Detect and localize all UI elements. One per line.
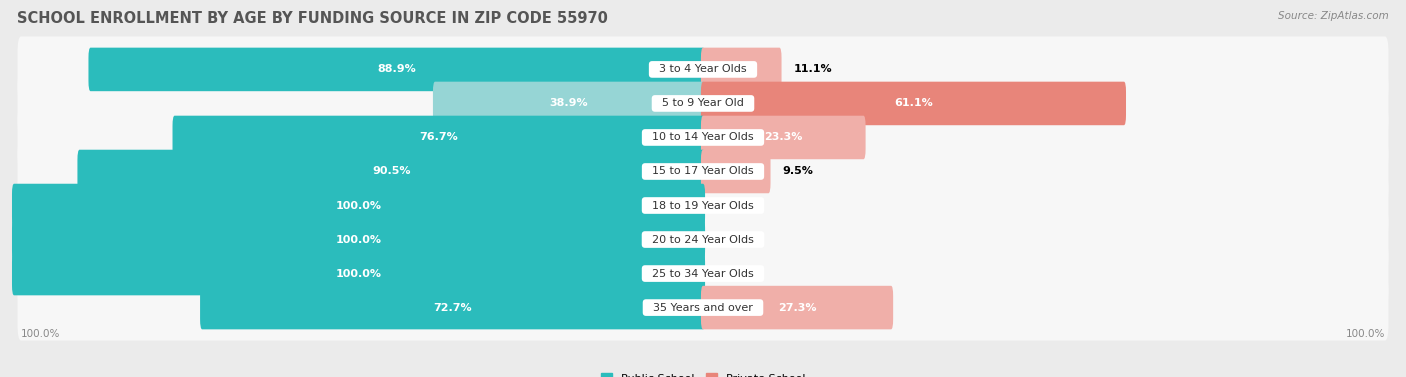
Text: 100.0%: 100.0% [336, 268, 381, 279]
Text: SCHOOL ENROLLMENT BY AGE BY FUNDING SOURCE IN ZIP CODE 55970: SCHOOL ENROLLMENT BY AGE BY FUNDING SOUR… [17, 11, 607, 26]
FancyBboxPatch shape [89, 48, 704, 91]
FancyBboxPatch shape [702, 116, 866, 159]
Text: 100.0%: 100.0% [336, 234, 381, 245]
Legend: Public School, Private School: Public School, Private School [600, 373, 806, 377]
Text: 23.3%: 23.3% [763, 132, 803, 143]
FancyBboxPatch shape [702, 150, 770, 193]
Text: 15 to 17 Year Olds: 15 to 17 Year Olds [645, 167, 761, 176]
FancyBboxPatch shape [702, 48, 782, 91]
FancyBboxPatch shape [17, 138, 1389, 204]
FancyBboxPatch shape [13, 218, 704, 261]
Text: 76.7%: 76.7% [419, 132, 458, 143]
Text: 20 to 24 Year Olds: 20 to 24 Year Olds [645, 234, 761, 245]
FancyBboxPatch shape [77, 150, 704, 193]
Text: 35 Years and over: 35 Years and over [647, 303, 759, 313]
FancyBboxPatch shape [17, 173, 1389, 239]
FancyBboxPatch shape [17, 207, 1389, 273]
FancyBboxPatch shape [17, 70, 1389, 136]
Text: Source: ZipAtlas.com: Source: ZipAtlas.com [1278, 11, 1389, 21]
Text: 25 to 34 Year Olds: 25 to 34 Year Olds [645, 268, 761, 279]
FancyBboxPatch shape [17, 37, 1389, 103]
Text: 10 to 14 Year Olds: 10 to 14 Year Olds [645, 132, 761, 143]
Text: 100.0%: 100.0% [1346, 329, 1385, 339]
FancyBboxPatch shape [13, 184, 704, 227]
Text: 88.9%: 88.9% [377, 64, 416, 74]
FancyBboxPatch shape [200, 286, 704, 329]
Text: 11.1%: 11.1% [793, 64, 832, 74]
Text: 38.9%: 38.9% [550, 98, 588, 109]
Text: 61.1%: 61.1% [894, 98, 932, 109]
Text: 9.5%: 9.5% [782, 167, 813, 176]
Text: 3 to 4 Year Olds: 3 to 4 Year Olds [652, 64, 754, 74]
FancyBboxPatch shape [702, 286, 893, 329]
FancyBboxPatch shape [433, 82, 704, 125]
Text: 72.7%: 72.7% [433, 303, 472, 313]
FancyBboxPatch shape [173, 116, 704, 159]
FancyBboxPatch shape [13, 252, 704, 295]
Text: 27.3%: 27.3% [778, 303, 817, 313]
FancyBboxPatch shape [17, 274, 1389, 340]
Text: 100.0%: 100.0% [336, 201, 381, 210]
FancyBboxPatch shape [17, 104, 1389, 170]
FancyBboxPatch shape [702, 82, 1126, 125]
Text: 100.0%: 100.0% [21, 329, 60, 339]
Text: 5 to 9 Year Old: 5 to 9 Year Old [655, 98, 751, 109]
Text: 90.5%: 90.5% [373, 167, 411, 176]
Text: 18 to 19 Year Olds: 18 to 19 Year Olds [645, 201, 761, 210]
FancyBboxPatch shape [17, 241, 1389, 307]
